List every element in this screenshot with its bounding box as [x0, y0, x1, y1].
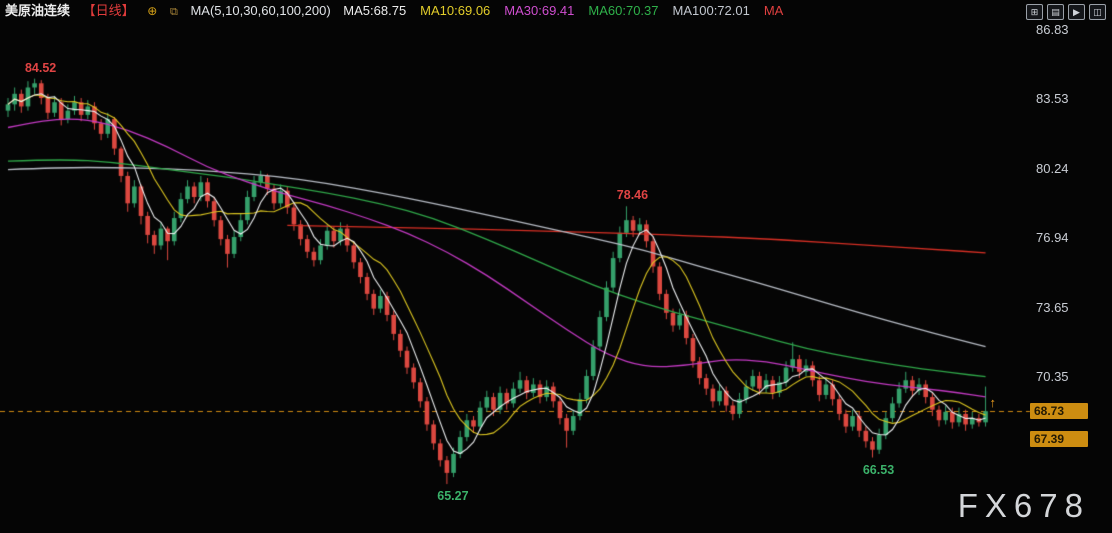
price-tick: 76.94 — [1036, 230, 1069, 246]
price-annotation: 66.53 — [862, 462, 895, 477]
price-annotation: 84.52 — [24, 60, 57, 75]
period-label[interactable]: 【日线】 — [82, 3, 135, 18]
window-toolbar: ⊞ ▤ ▶ ◫ — [1026, 4, 1106, 20]
ma-value-label: MA — [763, 3, 784, 18]
ma-value-label: MA5:68.75 — [343, 3, 407, 18]
chart-header: 美原油连续 【日线】 ⊕ ⧉ MA(5,10,30,60,100,200) MA… — [5, 3, 806, 21]
symbol-name: 美原油连续 — [5, 3, 71, 18]
price-tick: 86.83 — [1036, 22, 1069, 37]
price-badge: 67.39 — [1030, 431, 1088, 448]
play-pane-icon[interactable]: ▶ — [1068, 4, 1085, 20]
multi-pane-icon[interactable]: ⊞ — [1026, 4, 1043, 20]
indicator-layers-icon[interactable]: ⧉ — [169, 6, 178, 18]
price-tick: 83.53 — [1036, 91, 1069, 107]
ma-value-label: MA60:70.37 — [588, 3, 659, 18]
price-annotation: 78.46 — [616, 188, 649, 203]
ma-settings-label[interactable]: MA(5,10,30,60,100,200) — [190, 3, 331, 18]
last-price-arrow-icon: ↑ — [989, 395, 997, 411]
add-indicator-icon[interactable]: ⊕ — [147, 4, 158, 18]
watermark: FX678 — [957, 487, 1090, 524]
price-badge: 68.73 — [1030, 403, 1088, 420]
price-tick: 80.24 — [1036, 160, 1069, 176]
price-tick: 70.35 — [1036, 369, 1069, 385]
ma-value-label: MA100:72.01 — [672, 3, 750, 18]
ma-value-label: MA30:69.41 — [504, 3, 575, 18]
side-pane-icon[interactable]: ◫ — [1089, 4, 1106, 20]
kline-pane-icon[interactable]: ▤ — [1047, 4, 1064, 20]
ma-value-label: MA10:69.06 — [420, 3, 491, 18]
price-tick: 73.65 — [1036, 299, 1069, 315]
price-annotation: 65.27 — [437, 489, 469, 504]
ma-values: MA5:68.75 MA10:69.06 MA30:69.41 MA60:70.37 M… — [343, 3, 797, 18]
